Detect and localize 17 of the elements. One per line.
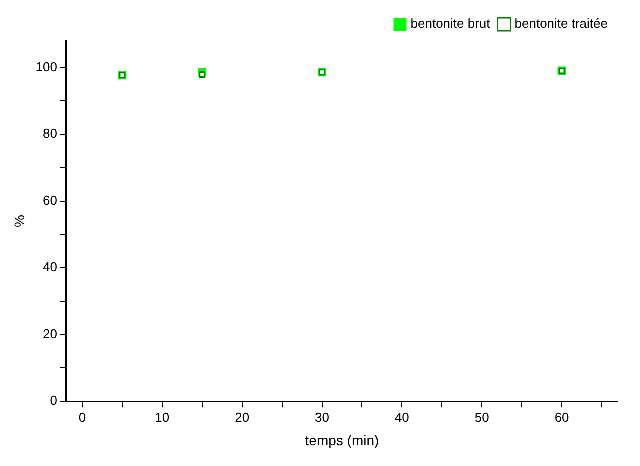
x-tick-label: 30 bbox=[315, 410, 330, 425]
y-tick-label: 40 bbox=[43, 260, 58, 275]
y-tick-label: 20 bbox=[43, 326, 58, 342]
x-tick-label: 50 bbox=[474, 410, 490, 425]
legend-label: bentonite brut bbox=[410, 16, 491, 32]
y-tick-label: 0 bbox=[50, 393, 58, 408]
y-tick-label: 60 bbox=[43, 192, 58, 208]
y-tick-label: 100 bbox=[36, 59, 58, 74]
x-axis-title: temps (min) bbox=[305, 432, 380, 448]
x-tick-label: 20 bbox=[235, 410, 250, 425]
x-tick-label: 10 bbox=[155, 410, 170, 425]
x-tick-label: 0 bbox=[78, 410, 86, 425]
y-axis-title: % bbox=[11, 215, 28, 228]
y-tick-label: 80 bbox=[43, 126, 58, 142]
legend-label: bentonite traitée bbox=[514, 16, 608, 32]
x-tick-label: 60 bbox=[554, 410, 570, 425]
x-tick-label: 40 bbox=[394, 410, 410, 425]
